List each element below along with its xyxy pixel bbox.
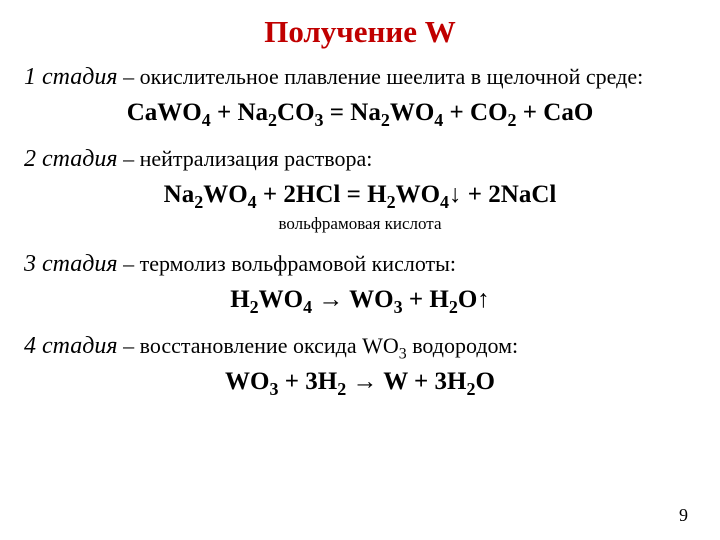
eq4-s2: 2 [337,379,346,399]
stage-4-line: 4 стадия – восстановление оксида WO3 вод… [24,333,696,360]
stage-3-line: 3 стадия – термолиз вольфрамовой кислоты… [24,251,696,278]
eq1-s3: 3 [315,110,324,130]
eq1-s6: 2 [508,110,517,130]
stage-2-lead: 2 стадия [24,146,118,172]
page-number: 9 [679,505,688,526]
eq1-p4: = Na [324,99,381,126]
stage-4-lead: 4 стадия [24,333,118,359]
stage-4-desc-sub: 3 [399,345,407,362]
eq4-s1: 3 [270,379,279,399]
eq1-p6: + CO [443,99,507,126]
equation-1: CaWO4 + Na2CO3 = Na2WO4 + CO2 + CaO [24,97,696,130]
eq1-p1: CaWO [127,99,202,126]
stage-1-desc: – окислительное плавление шеелита в щело… [118,64,644,89]
eq4-p1: WO [225,368,269,395]
eq4-s3: 2 [467,379,476,399]
eq4-p2: + 3H [279,368,338,395]
eq2-p1: Na [164,181,195,208]
stage-2-desc: – нейтрализация раствора: [118,146,373,171]
eq1-s4: 2 [381,110,390,130]
eq2-s3: 2 [387,192,396,212]
eq4-p4: O [476,368,495,395]
stage-2-line: 2 стадия – нейтрализация раствора: [24,146,696,173]
eq1-p5: WO [390,99,434,126]
eq3-p3: → WO [312,286,394,313]
eq2-p5: ↓ + 2NaCl [449,181,556,208]
eq1-p3: CO [277,99,315,126]
eq1-p7: + CaO [517,99,594,126]
eq2-p3: + 2HCl = H [257,181,387,208]
stage-1-line: 1 стадия – окислительное плавление шеели… [24,64,696,91]
stage-4-desc-pre: – восстановление оксида WO [118,333,399,358]
equation-4: WO3 + 3H2 → W + 3H2O [24,366,696,399]
eq3-s4: 2 [449,297,458,317]
eq2-s2: 4 [248,192,257,212]
eq3-s1: 2 [250,297,259,317]
slide-title: Получение W [24,14,696,50]
eq1-p2: + Na [211,99,268,126]
eq2-s4: 4 [440,192,449,212]
eq3-s2: 4 [303,297,312,317]
eq3-p5: O↑ [458,286,490,313]
eq2-p4: WO [396,181,440,208]
eq3-p4: + H [403,286,449,313]
stage-4-desc-post: водородом: [407,333,518,358]
eq2-s1: 2 [194,192,203,212]
eq4-p3: → W + 3H [346,368,466,395]
eq1-s1: 4 [202,110,211,130]
slide: Получение W 1 стадия – окислительное пла… [0,0,720,540]
eq1-s5: 4 [434,110,443,130]
stage-1-lead: 1 стадия [24,64,118,90]
eq3-p2: WO [259,286,303,313]
equation-3: H2WO4 → WO3 + H2O↑ [24,284,696,317]
equation-2: Na2WO4 + 2HCl = H2WO4↓ + 2NaCl вольфрамо… [24,179,696,236]
eq2-p2: WO [203,181,247,208]
eq3-s3: 3 [394,297,403,317]
eq3-p1: H [230,286,249,313]
stage-3-desc: – термолиз вольфрамовой кислоты: [118,251,456,276]
eq1-s2: 2 [268,110,277,130]
equation-2-note: вольфрамовая кислота [24,213,696,235]
stage-3-lead: 3 стадия [24,251,118,277]
